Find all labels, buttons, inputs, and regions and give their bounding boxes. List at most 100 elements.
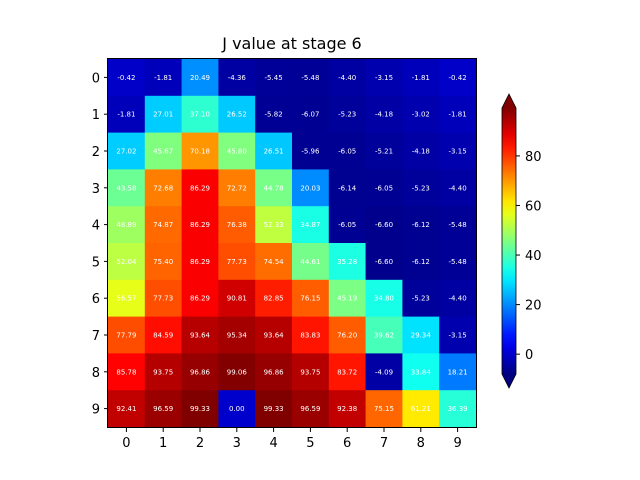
cell-label-r2-c5: -5.96 <box>301 148 320 156</box>
cell-label-r8-c3: 99.06 <box>227 368 248 376</box>
cell-label-r1-c1: 27.01 <box>153 111 173 119</box>
x-tick-label-8: 8 <box>417 436 425 451</box>
cell-label-r0-c0: -0.42 <box>117 74 135 82</box>
x-tick-label-2: 2 <box>196 436 204 451</box>
cell-r2-c1 <box>144 132 183 170</box>
cell-r0-c8 <box>402 59 440 97</box>
cell-r0-c1 <box>144 59 183 97</box>
x-tick-label-9: 9 <box>453 436 461 451</box>
cell-r1-c5 <box>292 95 330 134</box>
cell-r0-c0 <box>108 59 146 97</box>
cell-r4-c6 <box>328 206 367 244</box>
cell-label-r4-c4: 52.33 <box>264 221 284 229</box>
cell-label-r1-c8: -3.02 <box>412 111 430 119</box>
cell-label-r7-c7: 39.62 <box>374 332 394 340</box>
cell-label-r1-c5: -6.07 <box>301 111 319 119</box>
cell-r3-c3 <box>218 169 256 207</box>
cell-label-r8-c7: -4.09 <box>375 368 393 376</box>
cell-label-r6-c4: 82.85 <box>264 295 284 303</box>
cell-label-r4-c5: 34.87 <box>300 221 320 229</box>
cell-r5-c5 <box>292 243 330 281</box>
cell-r5-c7 <box>365 243 403 281</box>
cell-r8-c1 <box>144 353 183 391</box>
y-tick-label-0: 0 <box>92 71 100 86</box>
cell-r5-c2 <box>181 243 219 281</box>
cell-label-r6-c6: 45.19 <box>337 295 357 303</box>
cell-r8-c9 <box>439 353 477 391</box>
cell-r8-c7 <box>365 353 403 391</box>
colorbar-tick-label-2: 40 <box>525 249 542 264</box>
y-tick-label-8: 8 <box>92 366 100 381</box>
colorbar-tick-label-3: 60 <box>525 199 542 214</box>
cell-r1-c4 <box>255 95 293 134</box>
cell-label-r9-c2: 99.33 <box>190 405 210 413</box>
cell-label-r4-c9: -5.48 <box>449 221 467 229</box>
cell-label-r2-c7: -5.21 <box>375 148 393 156</box>
cell-label-r1-c6: -5.23 <box>338 111 356 119</box>
cell-r3-c7 <box>365 169 403 207</box>
cell-label-r1-c7: -4.18 <box>375 111 393 119</box>
cell-label-r3-c0: 43.58 <box>116 184 136 192</box>
cell-r6-c1 <box>144 279 183 318</box>
cell-label-r2-c1: 45.67 <box>153 148 173 156</box>
cell-label-r7-c0: 77.79 <box>116 332 136 340</box>
cell-r0-c4 <box>255 59 293 97</box>
cell-r8-c0 <box>108 353 146 391</box>
cell-label-r4-c6: -6.05 <box>338 221 356 229</box>
cell-label-r3-c2: 86.29 <box>190 184 210 192</box>
cell-label-r9-c6: 92.38 <box>337 405 357 413</box>
cell-r1-c0 <box>108 95 146 134</box>
cell-r5-c1 <box>144 243 183 281</box>
cell-label-r0-c6: -4.40 <box>338 74 356 82</box>
cell-label-r1-c9: -1.81 <box>449 111 467 119</box>
cell-r1-c9 <box>439 95 477 134</box>
colorbar-gradient <box>502 108 516 374</box>
cell-label-r3-c7: -6.05 <box>375 184 393 192</box>
cell-label-r7-c3: 95.34 <box>227 332 248 340</box>
cell-r0-c6 <box>328 59 367 97</box>
cell-r9-c7 <box>365 390 403 428</box>
cell-label-r7-c8: 29.34 <box>411 332 432 340</box>
cell-r6-c8 <box>402 279 440 318</box>
cell-r5-c8 <box>402 243 440 281</box>
cell-r3-c2 <box>181 169 219 207</box>
cell-r0-c7 <box>365 59 403 97</box>
cell-label-r9-c4: 99.33 <box>264 405 284 413</box>
cell-label-r4-c3: 76.38 <box>227 221 247 229</box>
cell-label-r7-c2: 93.64 <box>190 332 211 340</box>
cell-r6-c3 <box>218 279 256 318</box>
cell-label-r7-c9: -3.15 <box>449 332 467 340</box>
cell-r7-c4 <box>255 316 293 354</box>
cell-r9-c4 <box>255 390 293 428</box>
colorbar: 0 20 40 60 80 <box>501 93 542 389</box>
cell-r8-c2 <box>181 353 219 391</box>
cell-label-r8-c1: 93.75 <box>153 368 173 376</box>
cell-r6-c2 <box>181 279 219 318</box>
cell-label-r0-c5: -5.48 <box>301 74 319 82</box>
cell-label-r5-c2: 86.29 <box>190 258 210 266</box>
cell-label-r0-c9: -0.42 <box>449 74 467 82</box>
cell-r8-c6 <box>328 353 367 391</box>
y-axis: 0 1 2 3 4 5 6 7 8 9 <box>92 71 108 418</box>
cell-r3-c5 <box>292 169 330 207</box>
cell-r3-c0 <box>108 169 146 207</box>
cell-r7-c3 <box>218 316 256 354</box>
cell-label-r9-c1: 96.59 <box>153 405 173 413</box>
cell-label-r3-c4: 44.78 <box>264 184 284 192</box>
cell-label-r5-c0: 52.04 <box>116 258 137 266</box>
cell-r2-c8 <box>402 132 440 170</box>
cell-label-r2-c0: 27.02 <box>116 148 136 156</box>
heatmap-cells <box>108 59 477 428</box>
y-tick-label-1: 1 <box>92 108 100 123</box>
cell-label-r1-c2: 37.10 <box>190 111 210 119</box>
cell-r9-c3 <box>218 390 256 428</box>
cell-r2-c2 <box>181 132 219 170</box>
cell-label-r4-c2: 86.29 <box>190 221 210 229</box>
cell-r1-c1 <box>144 95 183 134</box>
cell-label-r8-c8: 33.84 <box>411 368 432 376</box>
cell-r7-c6 <box>328 316 367 354</box>
colorbar-tick-label-1: 20 <box>525 299 542 314</box>
y-tick-label-9: 9 <box>92 403 100 418</box>
y-tick-label-4: 4 <box>92 219 100 234</box>
x-tick-label-1: 1 <box>159 436 167 451</box>
